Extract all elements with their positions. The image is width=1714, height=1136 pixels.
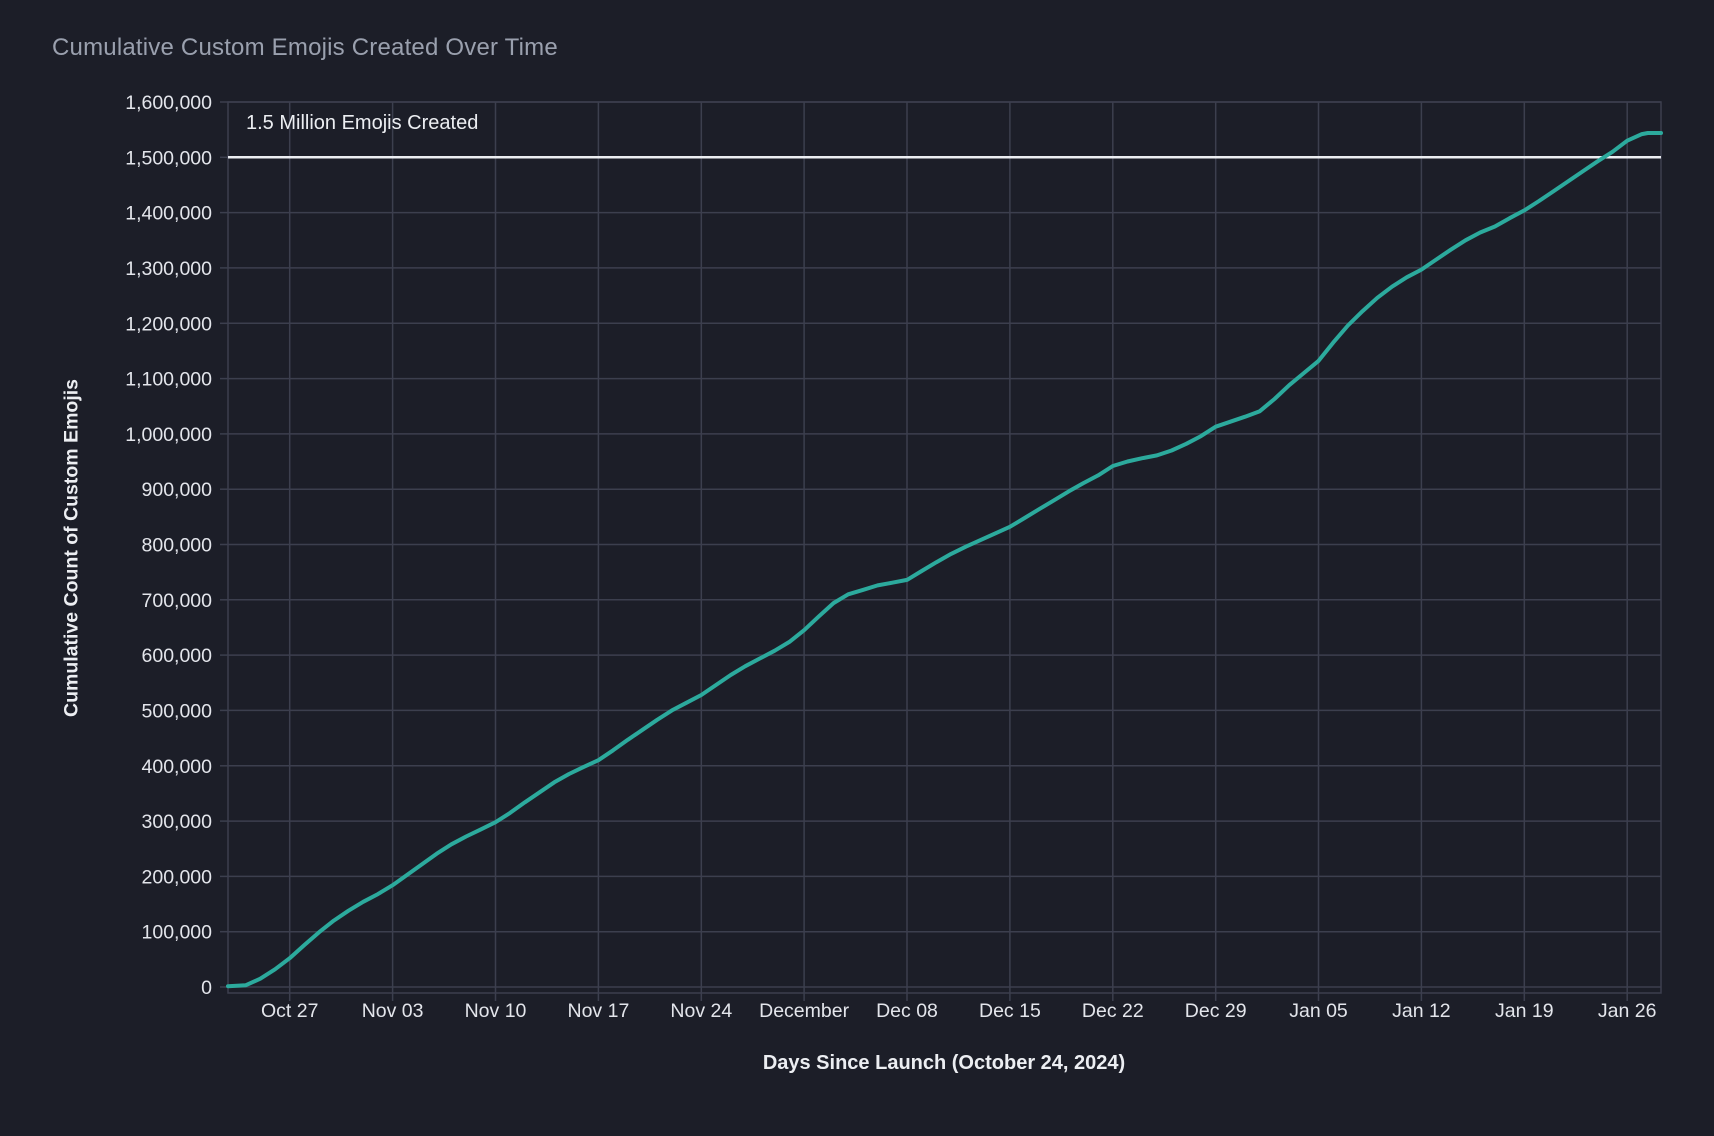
x-tick-label: Dec 08 <box>876 1000 938 1022</box>
x-tick-label: Oct 27 <box>261 1000 318 1022</box>
y-tick-label: 1,300,000 <box>125 258 212 280</box>
plot-border <box>227 101 1662 994</box>
y-tick-label: 600,000 <box>142 645 213 667</box>
y-tick-label: 1,000,000 <box>125 424 212 446</box>
y-tick-label: 900,000 <box>142 479 213 501</box>
y-tick-label: 300,000 <box>142 811 213 833</box>
x-tick-label: Nov 10 <box>465 1000 527 1022</box>
emoji-cumulative-line <box>226 131 1663 989</box>
y-tick-label: 0 <box>201 977 212 999</box>
reference-line-annotation: 1.5 Million Emojis Created <box>246 112 479 134</box>
x-tick-label: Jan 05 <box>1289 1000 1348 1022</box>
y-tick-label: 1,100,000 <box>125 369 212 391</box>
y-axis-title: Cumulative Count of Custom Emojis <box>60 378 83 718</box>
y-tick-label: 700,000 <box>142 590 213 612</box>
x-axis-title: Days Since Launch (October 24, 2024) <box>762 1052 1126 1074</box>
y-tick-label: 500,000 <box>142 700 213 722</box>
y-tick-label: 100,000 <box>142 922 213 944</box>
y-tick-label: 800,000 <box>142 535 213 557</box>
y-tick-label: 1,400,000 <box>125 203 212 225</box>
chart-title: Cumulative Custom Emojis Created Over Ti… <box>52 34 558 61</box>
y-tick-label: 1,500,000 <box>125 147 212 169</box>
x-tick-label: Jan 12 <box>1392 1000 1451 1022</box>
x-tick-label: Dec 22 <box>1082 1000 1144 1022</box>
y-tick-label: 1,200,000 <box>125 313 212 335</box>
x-tick-label: Nov 17 <box>568 1000 630 1022</box>
x-tick-label: Dec 15 <box>979 1000 1041 1022</box>
x-tick-label: Dec 29 <box>1185 1000 1247 1022</box>
x-tick-label: December <box>759 1000 849 1022</box>
x-tick-label: Jan 19 <box>1495 1000 1554 1022</box>
y-tick-label: 200,000 <box>142 866 213 888</box>
x-tick-label: Nov 03 <box>362 1000 424 1022</box>
y-tick-label: 1,600,000 <box>125 92 212 114</box>
y-tick-label: 400,000 <box>142 756 213 778</box>
x-tick-label: Nov 24 <box>670 1000 732 1022</box>
x-tick-label: Jan 26 <box>1598 1000 1657 1022</box>
